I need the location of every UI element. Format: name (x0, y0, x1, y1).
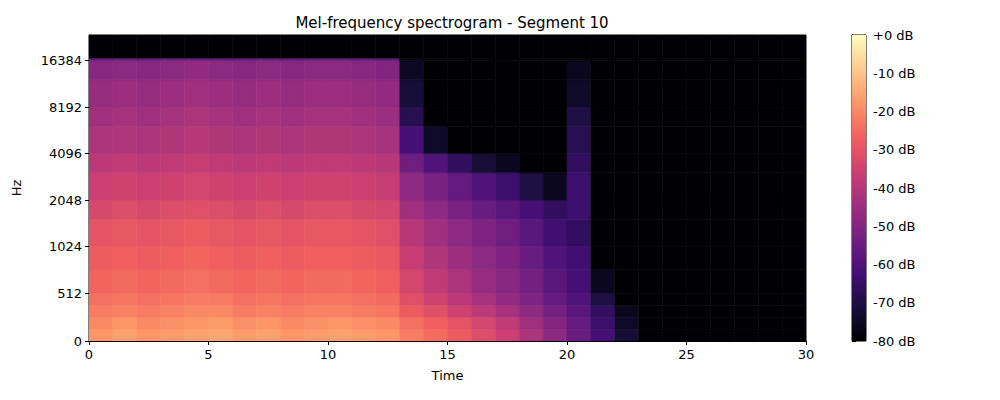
svg-text:1024: 1024 (49, 239, 82, 254)
svg-text:0: 0 (74, 334, 82, 349)
svg-text:-10 dB: -10 dB (873, 66, 916, 81)
svg-text:-40 dB: -40 dB (873, 181, 916, 196)
svg-text:0: 0 (85, 347, 93, 362)
svg-text:20: 20 (559, 347, 576, 362)
svg-text:-20 dB: -20 dB (873, 104, 916, 119)
svg-text:Time: Time (431, 368, 464, 383)
svg-text:2048: 2048 (49, 193, 82, 208)
svg-text:10: 10 (320, 347, 337, 362)
svg-text:25: 25 (678, 347, 695, 362)
svg-text:+0 dB: +0 dB (873, 28, 913, 43)
svg-text:4096: 4096 (49, 146, 82, 161)
svg-text:-70 dB: -70 dB (873, 295, 916, 310)
svg-text:-80 dB: -80 dB (873, 334, 916, 349)
svg-text:15: 15 (439, 347, 456, 362)
svg-text:16384: 16384 (41, 53, 82, 68)
svg-text:Hz: Hz (9, 180, 24, 197)
svg-text:8192: 8192 (49, 100, 82, 115)
svg-text:512: 512 (57, 286, 82, 301)
svg-text:-30 dB: -30 dB (873, 142, 916, 157)
svg-text:-50 dB: -50 dB (873, 219, 916, 234)
svg-text:5: 5 (204, 347, 212, 362)
svg-text:30: 30 (798, 347, 815, 362)
svg-text:-60 dB: -60 dB (873, 257, 916, 272)
svg-text:Mel-frequency spectrogram - Se: Mel-frequency spectrogram - Segment 10 (295, 14, 608, 32)
